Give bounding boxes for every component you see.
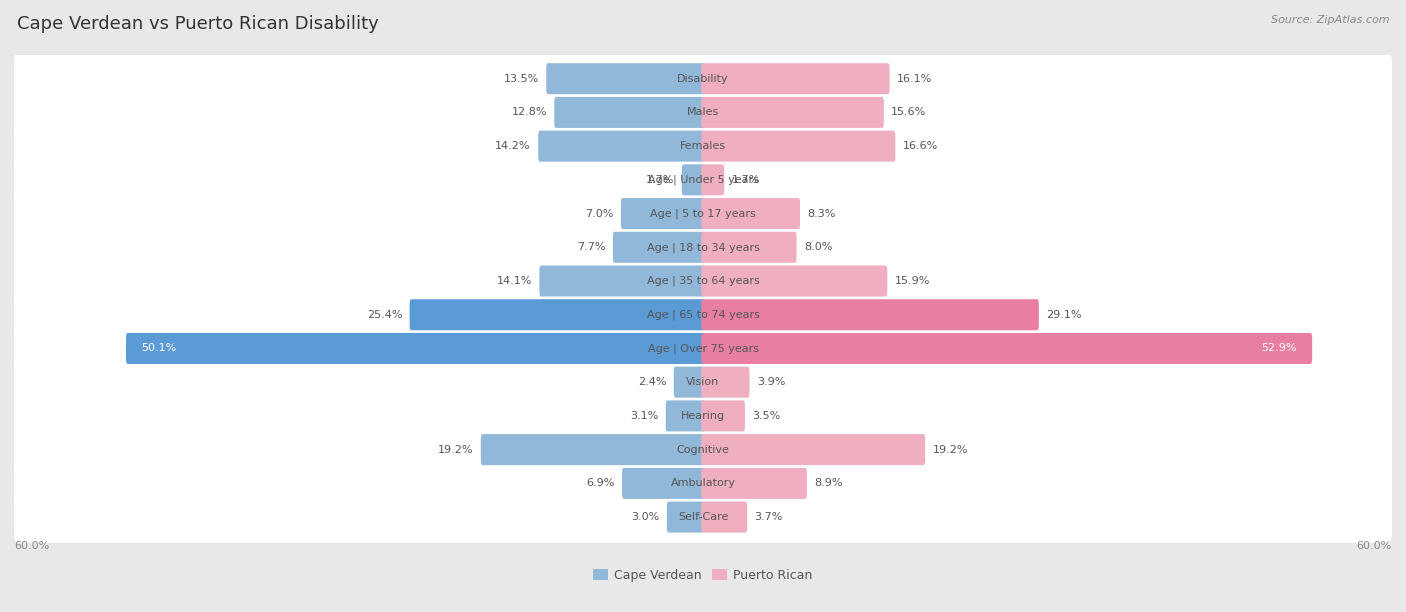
Text: 2.4%: 2.4%	[638, 377, 666, 387]
Text: Age | 65 to 74 years: Age | 65 to 74 years	[647, 310, 759, 320]
Text: 3.7%: 3.7%	[755, 512, 783, 522]
Text: 8.0%: 8.0%	[804, 242, 832, 252]
Text: 14.1%: 14.1%	[496, 276, 531, 286]
Text: Cognitive: Cognitive	[676, 445, 730, 455]
Text: Age | Over 75 years: Age | Over 75 years	[648, 343, 758, 354]
FancyBboxPatch shape	[702, 502, 747, 532]
FancyBboxPatch shape	[14, 188, 1392, 239]
FancyBboxPatch shape	[14, 289, 1392, 340]
FancyBboxPatch shape	[409, 299, 704, 330]
Text: Males: Males	[688, 108, 718, 118]
FancyBboxPatch shape	[702, 232, 797, 263]
Text: 12.8%: 12.8%	[512, 108, 547, 118]
Text: 14.2%: 14.2%	[495, 141, 531, 151]
FancyBboxPatch shape	[673, 367, 704, 398]
Text: 60.0%: 60.0%	[14, 541, 49, 551]
FancyBboxPatch shape	[702, 198, 800, 229]
Text: 16.1%: 16.1%	[897, 73, 932, 84]
Text: 7.0%: 7.0%	[585, 209, 613, 218]
FancyBboxPatch shape	[14, 357, 1392, 408]
Text: 7.7%: 7.7%	[576, 242, 606, 252]
Text: 6.9%: 6.9%	[586, 479, 614, 488]
FancyBboxPatch shape	[702, 299, 1039, 330]
Text: Source: ZipAtlas.com: Source: ZipAtlas.com	[1271, 15, 1389, 25]
Text: 3.0%: 3.0%	[631, 512, 659, 522]
Text: 1.7%: 1.7%	[731, 175, 761, 185]
Text: Disability: Disability	[678, 73, 728, 84]
FancyBboxPatch shape	[14, 255, 1392, 307]
FancyBboxPatch shape	[14, 458, 1392, 509]
FancyBboxPatch shape	[14, 87, 1392, 138]
FancyBboxPatch shape	[14, 491, 1392, 543]
FancyBboxPatch shape	[14, 323, 1392, 374]
FancyBboxPatch shape	[538, 130, 704, 162]
Text: Age | 35 to 64 years: Age | 35 to 64 years	[647, 276, 759, 286]
FancyBboxPatch shape	[702, 97, 884, 128]
FancyBboxPatch shape	[702, 165, 724, 195]
FancyBboxPatch shape	[702, 130, 896, 162]
FancyBboxPatch shape	[621, 198, 704, 229]
Text: 16.6%: 16.6%	[903, 141, 938, 151]
Text: 3.1%: 3.1%	[630, 411, 658, 421]
FancyBboxPatch shape	[14, 424, 1392, 476]
Text: Ambulatory: Ambulatory	[671, 479, 735, 488]
FancyBboxPatch shape	[14, 121, 1392, 172]
Text: 25.4%: 25.4%	[367, 310, 402, 319]
FancyBboxPatch shape	[621, 468, 704, 499]
FancyBboxPatch shape	[702, 367, 749, 398]
Text: Hearing: Hearing	[681, 411, 725, 421]
Text: Cape Verdean vs Puerto Rican Disability: Cape Verdean vs Puerto Rican Disability	[17, 15, 378, 33]
Text: 60.0%: 60.0%	[1357, 541, 1392, 551]
Text: 13.5%: 13.5%	[503, 73, 538, 84]
Text: Age | 18 to 34 years: Age | 18 to 34 years	[647, 242, 759, 253]
FancyBboxPatch shape	[682, 165, 704, 195]
FancyBboxPatch shape	[14, 390, 1392, 441]
Text: Vision: Vision	[686, 377, 720, 387]
Text: Self-Care: Self-Care	[678, 512, 728, 522]
FancyBboxPatch shape	[14, 222, 1392, 273]
FancyBboxPatch shape	[702, 434, 925, 465]
Text: 3.5%: 3.5%	[752, 411, 780, 421]
FancyBboxPatch shape	[127, 333, 704, 364]
FancyBboxPatch shape	[702, 468, 807, 499]
Text: Age | Under 5 years: Age | Under 5 years	[648, 174, 758, 185]
FancyBboxPatch shape	[702, 266, 887, 297]
FancyBboxPatch shape	[665, 400, 704, 431]
FancyBboxPatch shape	[540, 266, 704, 297]
Text: 19.2%: 19.2%	[437, 445, 474, 455]
FancyBboxPatch shape	[666, 502, 704, 532]
FancyBboxPatch shape	[14, 53, 1392, 104]
FancyBboxPatch shape	[702, 63, 890, 94]
Text: 8.3%: 8.3%	[807, 209, 835, 218]
Text: 8.9%: 8.9%	[814, 479, 842, 488]
FancyBboxPatch shape	[613, 232, 704, 263]
Text: 50.1%: 50.1%	[142, 343, 177, 354]
FancyBboxPatch shape	[481, 434, 704, 465]
FancyBboxPatch shape	[702, 333, 1312, 364]
Text: 1.7%: 1.7%	[645, 175, 675, 185]
FancyBboxPatch shape	[554, 97, 704, 128]
Legend: Cape Verdean, Puerto Rican: Cape Verdean, Puerto Rican	[588, 564, 818, 587]
Text: 52.9%: 52.9%	[1261, 343, 1296, 354]
FancyBboxPatch shape	[702, 400, 745, 431]
FancyBboxPatch shape	[14, 154, 1392, 206]
Text: Females: Females	[681, 141, 725, 151]
FancyBboxPatch shape	[547, 63, 704, 94]
Text: 15.9%: 15.9%	[894, 276, 931, 286]
Text: 29.1%: 29.1%	[1046, 310, 1081, 319]
Text: 15.6%: 15.6%	[891, 108, 927, 118]
Text: 19.2%: 19.2%	[932, 445, 969, 455]
Text: Age | 5 to 17 years: Age | 5 to 17 years	[650, 208, 756, 219]
Text: 3.9%: 3.9%	[756, 377, 786, 387]
